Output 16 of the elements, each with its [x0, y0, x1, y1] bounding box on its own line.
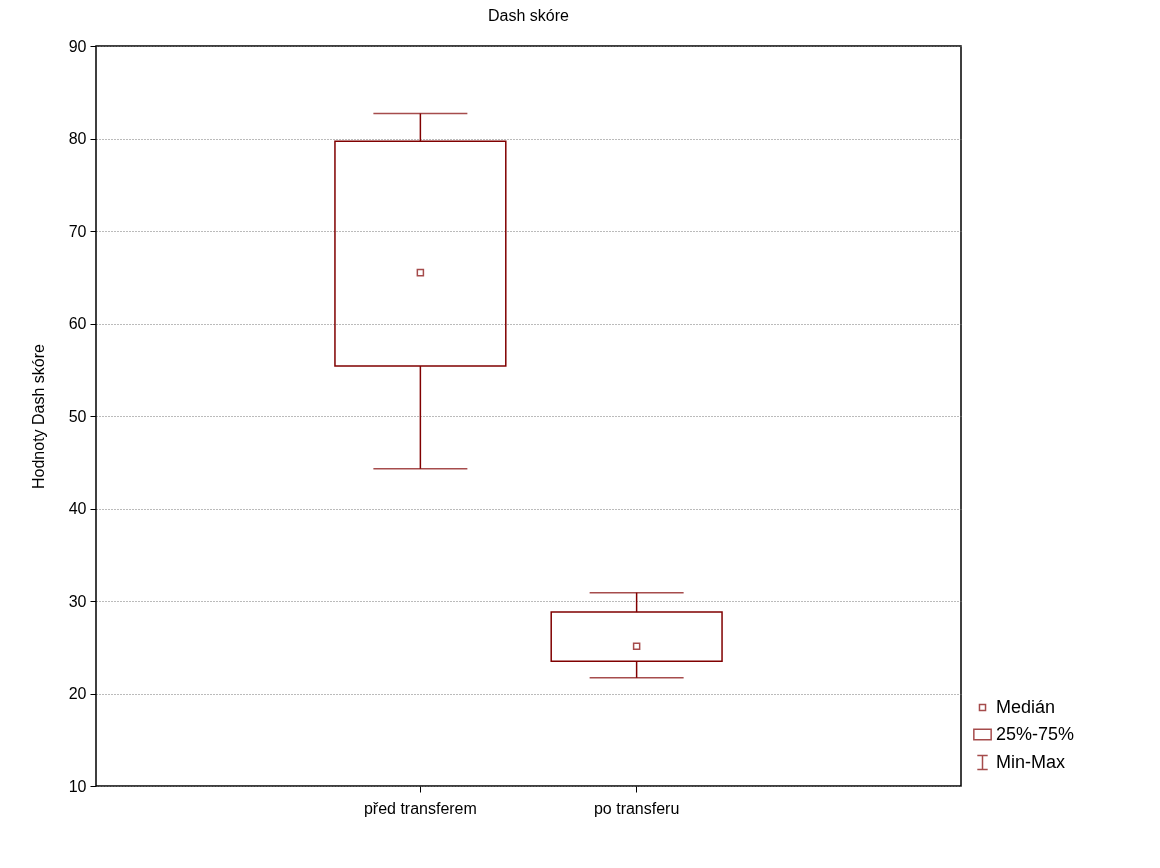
y-tick-label: 30	[68, 592, 87, 610]
y-tick-label: 90	[68, 37, 87, 55]
y-tick-label: 40	[68, 500, 87, 517]
y-axis-title: Hodnoty Dash skóre	[29, 343, 47, 489]
y-tick-label: 80	[68, 130, 87, 147]
y-tick-label: 70	[68, 222, 87, 240]
y-tick-label: 50	[68, 407, 87, 425]
x-tick-label: před transferem	[363, 799, 477, 817]
y-tick-label: 60	[68, 315, 87, 332]
text: 25%-75%	[996, 723, 1075, 744]
text: Medián	[996, 696, 1056, 717]
text: Min-Max	[996, 751, 1066, 772]
x-tick-label: po transferu	[593, 799, 680, 817]
y-tick-label: 10	[68, 777, 87, 795]
y-tick-label: 20	[68, 685, 87, 702]
chart-title: Dash skóre	[488, 7, 570, 24]
